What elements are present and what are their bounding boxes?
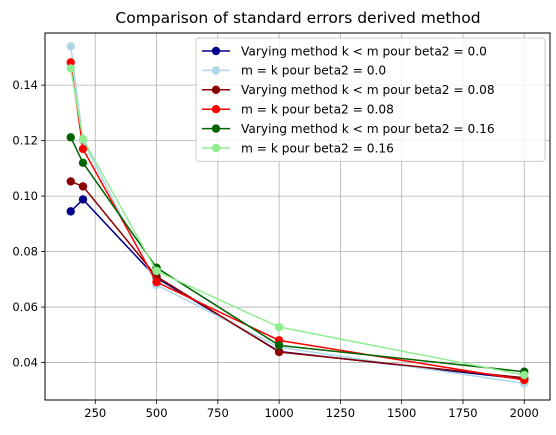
data-point: [152, 266, 161, 276]
data-point: [274, 347, 284, 357]
legend-item: m = k pour beta2 = 0.0: [202, 64, 386, 78]
legend-label: Varying method k < m pour beta2 = 0.08: [241, 83, 495, 97]
data-point: [520, 370, 529, 380]
data-point: [66, 133, 75, 142]
series-3: [66, 177, 529, 383]
x-tick-label: 2000: [510, 406, 539, 420]
legend: Varying method k < m pour beta2 = 0.0 m =…: [195, 37, 546, 162]
data-point: [66, 42, 75, 51]
x-tick-label: 500: [146, 406, 168, 420]
axes: 250 500 750 1000 1250 1500 1750 2000 0.04 0.06 0.0…: [12, 78, 539, 420]
legend-marker: [211, 124, 221, 133]
legend-label: m = k pour beta2 = 0.08: [241, 103, 394, 117]
legend-item: m = k pour beta2 = 0.08: [202, 103, 394, 117]
legend-marker: [211, 66, 221, 75]
legend-marker: [211, 46, 221, 56]
x-tick-label: 250: [84, 406, 106, 420]
y-tick-label: 0.12: [12, 134, 38, 148]
series-5: [66, 133, 529, 376]
legend-item: Varying method k < m pour beta2 = 0.08: [202, 83, 495, 97]
legend-label: Varying method k < m pour beta2 = 0.16: [241, 122, 495, 136]
data-point: [152, 277, 161, 287]
data-point: [78, 195, 88, 204]
x-tick-label: 1000: [264, 406, 293, 420]
data-point: [78, 182, 88, 191]
series-line: [70, 198, 525, 380]
series-line: [70, 180, 525, 379]
data-point: [78, 135, 88, 144]
x-tick-label: 1250: [326, 406, 355, 420]
legend-item: m = k pour beta2 = 0.16: [202, 141, 394, 155]
series-6: [66, 64, 529, 380]
series-1: [66, 195, 529, 384]
legend-label: m = k pour beta2 = 0.16: [241, 141, 394, 155]
data-point: [66, 207, 75, 216]
legend-item: Varying method k < m pour beta2 = 0.16: [202, 122, 495, 136]
data-point: [274, 341, 284, 350]
y-tick-label: 0.10: [12, 189, 38, 203]
series-layer: [66, 42, 529, 388]
chart-title: Comparison of standard errors derived me…: [115, 9, 480, 27]
legend-label: Varying method k < m pour beta2 = 0.0: [241, 44, 487, 58]
x-tick-label: 1500: [387, 406, 416, 420]
plot-frame: [44, 32, 551, 401]
legend-marker: [211, 143, 221, 153]
data-point: [66, 177, 75, 186]
x-tick-label: 1750: [448, 406, 477, 420]
legend-label: m = k pour beta2 = 0.0: [241, 64, 386, 78]
data-point: [66, 64, 75, 73]
legend-marker: [211, 105, 221, 114]
data-point: [78, 158, 88, 168]
data-point: [66, 58, 75, 67]
y-tick-label: 0.08: [12, 245, 38, 259]
data-point: [274, 322, 284, 332]
data-point: [78, 144, 88, 154]
legend-box: [195, 37, 546, 162]
y-tick-label: 0.06: [12, 300, 38, 314]
y-tick-label: 0.14: [12, 78, 38, 92]
y-tick-label: 0.04: [12, 356, 38, 370]
x-tick-label: 750: [207, 406, 229, 420]
legend-marker: [211, 85, 221, 95]
legend-item: Varying method k < m pour beta2 = 0.0: [202, 44, 487, 58]
